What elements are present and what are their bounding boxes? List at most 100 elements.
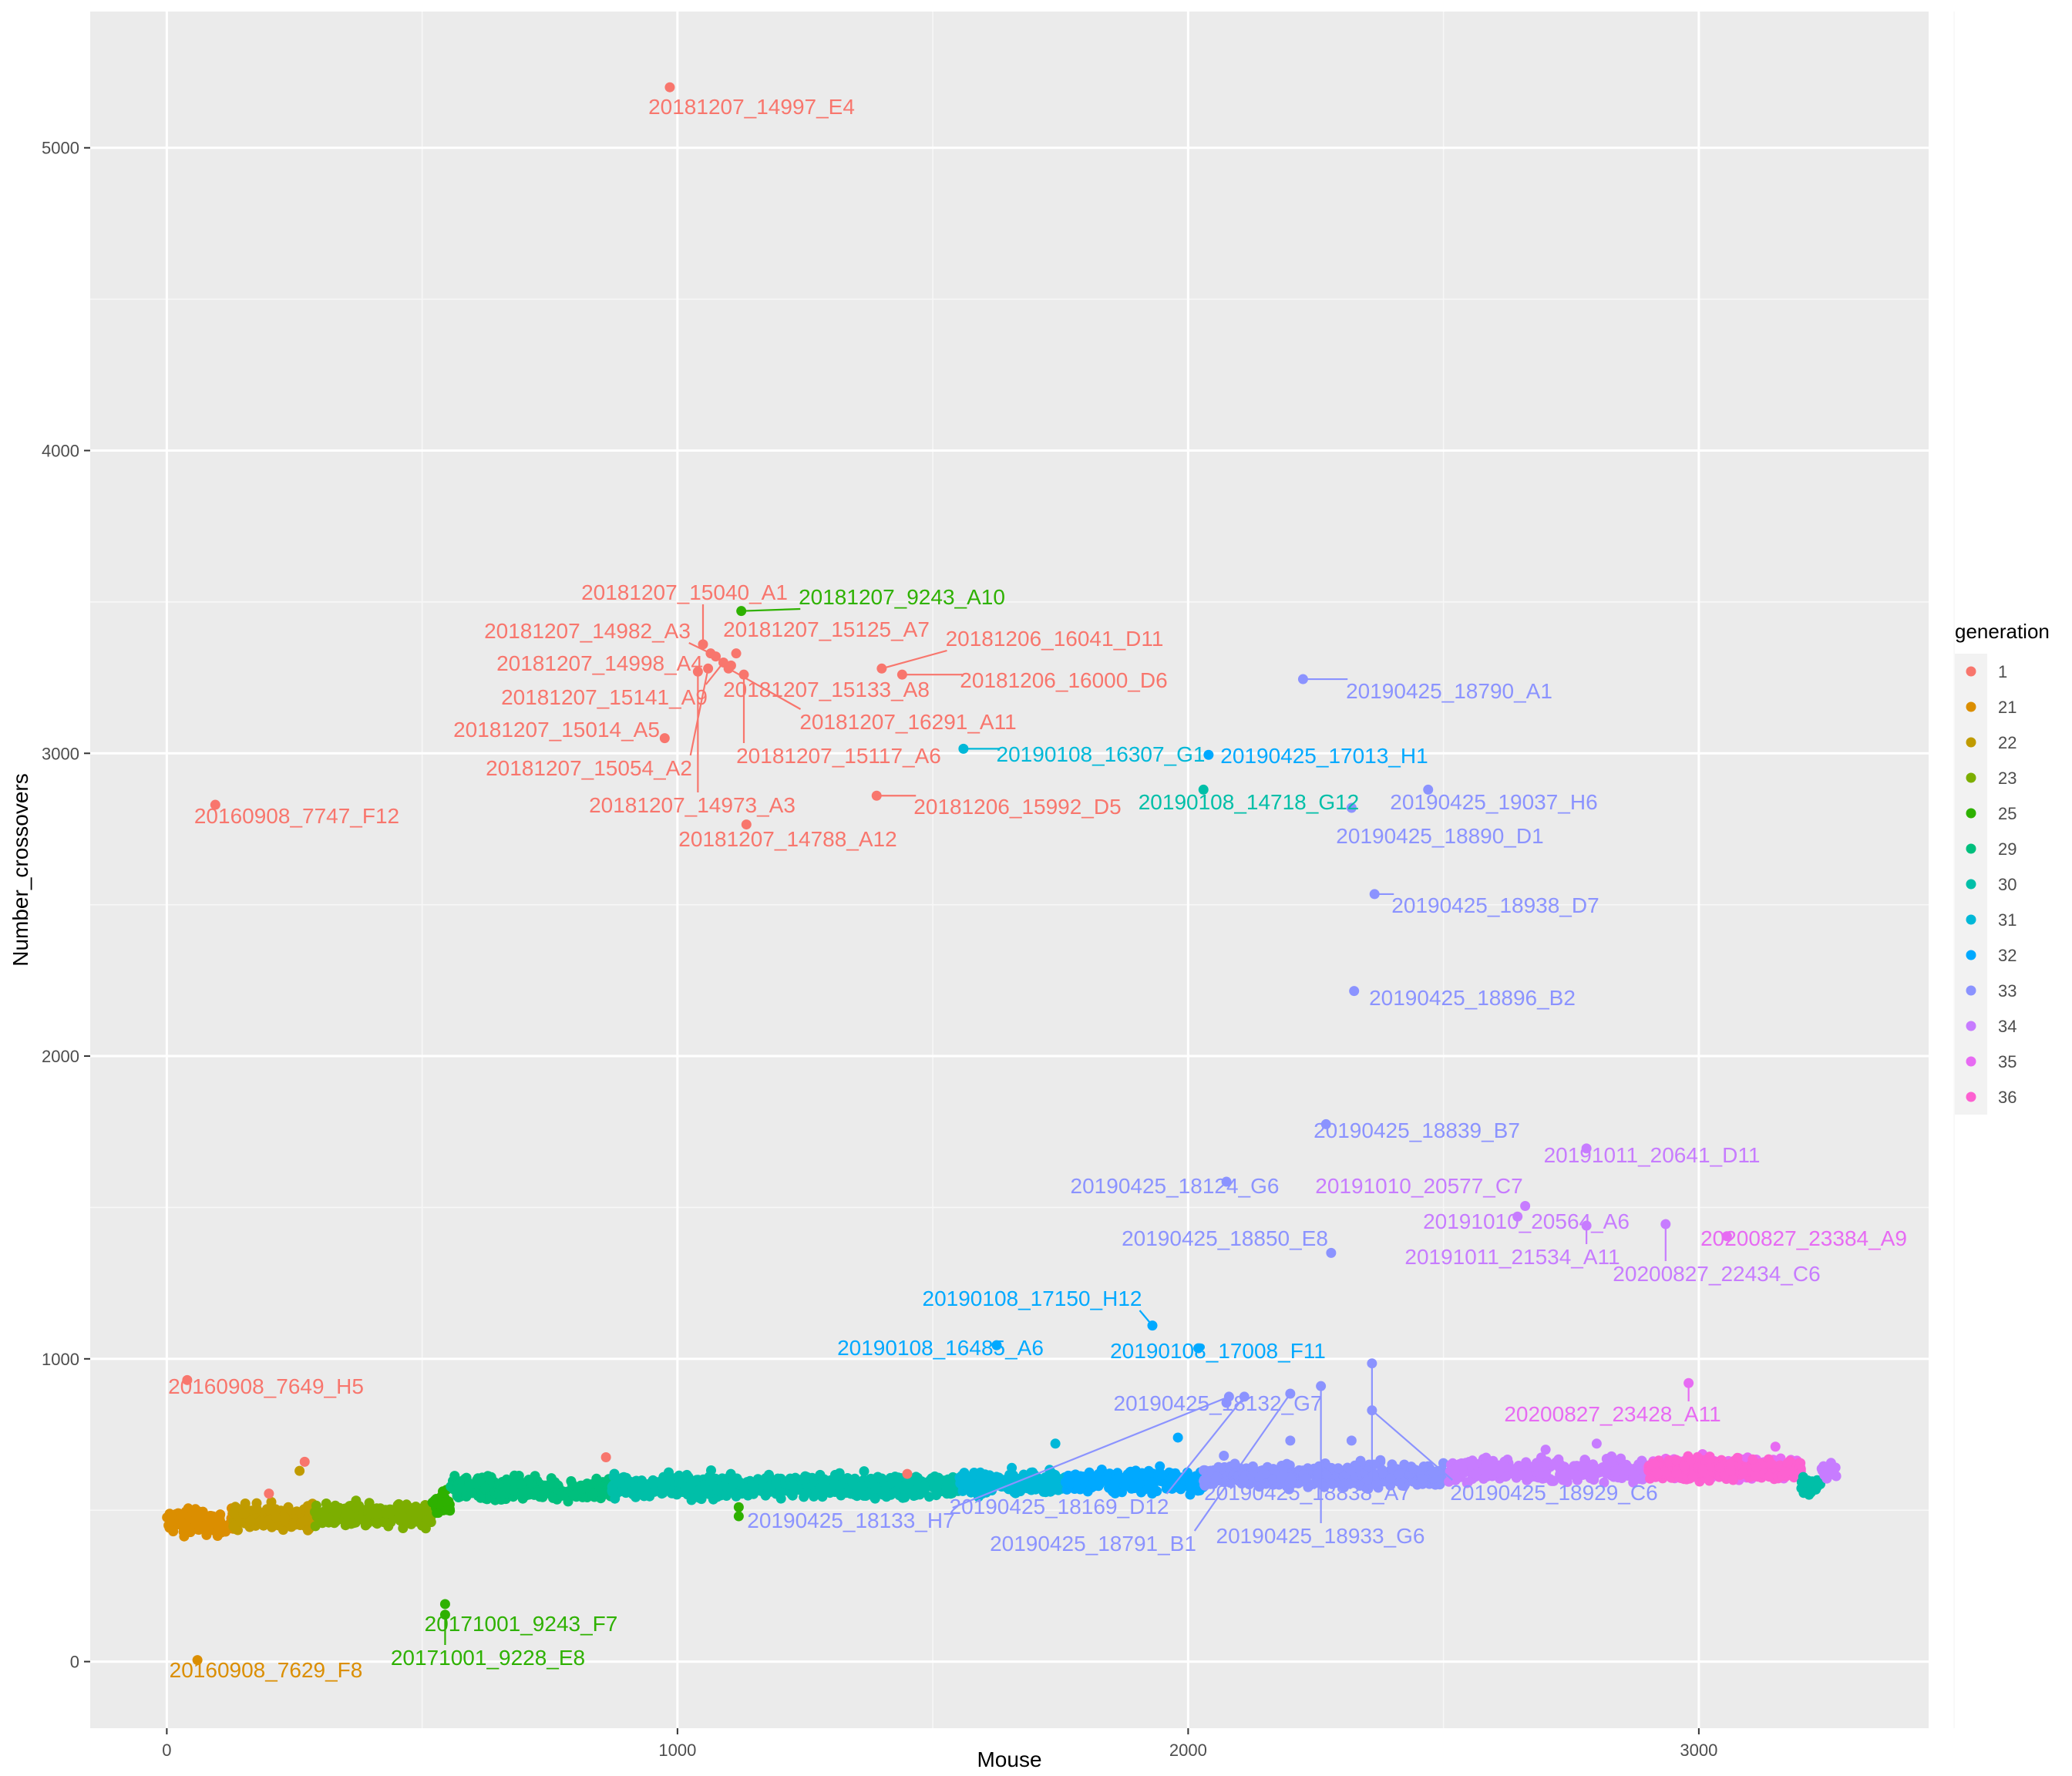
point-label: 20190425_18890_D1 — [1336, 824, 1543, 848]
band-point — [261, 1504, 272, 1515]
legend-label: 25 — [1998, 804, 2016, 823]
band-point — [398, 1523, 409, 1533]
band-point — [869, 1474, 880, 1485]
band-point — [1007, 1462, 1018, 1473]
legend-title: generation — [1955, 620, 2050, 643]
data-point — [733, 1502, 744, 1512]
band-point — [1371, 1478, 1382, 1489]
x-tick-label: 1000 — [658, 1741, 696, 1760]
y-tick-label: 5000 — [42, 139, 79, 158]
point-label: 20171001_9243_F7 — [425, 1612, 618, 1636]
band-point — [1645, 1473, 1656, 1484]
band-point — [1586, 1462, 1596, 1472]
band-gen-29 — [446, 1470, 616, 1507]
band-point — [177, 1518, 187, 1529]
band-point — [1157, 1469, 1168, 1480]
band-point — [1774, 1461, 1785, 1472]
band-point — [1128, 1468, 1138, 1478]
band-point — [1229, 1458, 1240, 1469]
point-label: 20190425_18896_B2 — [1369, 986, 1576, 1010]
band-point — [907, 1475, 918, 1486]
band-point — [1522, 1470, 1532, 1480]
legend-label: 1 — [1998, 662, 2007, 681]
data-point — [1591, 1438, 1602, 1449]
band-point — [1707, 1462, 1717, 1472]
band-point — [1075, 1484, 1085, 1495]
band-point — [706, 1465, 716, 1475]
band-point — [610, 1493, 621, 1504]
band-point — [229, 1520, 240, 1531]
band-point — [1521, 1457, 1532, 1468]
band-point — [1725, 1458, 1736, 1469]
band-point — [331, 1516, 341, 1527]
legend-label: 22 — [1998, 733, 2016, 752]
band-point — [279, 1512, 290, 1523]
band-point — [1725, 1466, 1736, 1476]
band-point — [1145, 1479, 1156, 1490]
band-point — [639, 1491, 650, 1502]
band-gen-33 — [1198, 1455, 1452, 1495]
band-point — [1660, 1466, 1670, 1477]
labeled-point — [711, 651, 722, 662]
legend-swatch — [1966, 914, 1976, 925]
band-point — [461, 1491, 472, 1502]
band-point — [1041, 1487, 1051, 1498]
band-point — [432, 1508, 442, 1519]
band-point — [1354, 1481, 1365, 1491]
legend-swatch — [1966, 1021, 1976, 1031]
band-point — [700, 1480, 710, 1491]
band-point — [1747, 1454, 1758, 1465]
band-gen-30 — [1796, 1472, 1825, 1500]
band-point — [1799, 1478, 1810, 1488]
band-point — [411, 1516, 422, 1527]
point-label: 20190425_18839_B7 — [1314, 1118, 1520, 1142]
band-point — [1190, 1474, 1201, 1485]
band-point — [257, 1516, 267, 1527]
point-label: 20160908_7747_F12 — [194, 804, 399, 828]
band-point — [1166, 1472, 1176, 1483]
band-point — [1750, 1471, 1761, 1482]
band-point — [1046, 1479, 1057, 1490]
band-point — [1679, 1462, 1690, 1472]
band-point — [516, 1479, 526, 1490]
band-point — [957, 1479, 968, 1490]
band-point — [1558, 1475, 1569, 1485]
point-label: 20190108_17150_H12 — [923, 1287, 1142, 1310]
band-point — [1704, 1475, 1714, 1486]
band-point — [1063, 1475, 1074, 1486]
leader-line — [1371, 1409, 1453, 1481]
band-point — [1663, 1455, 1674, 1465]
band-point — [508, 1485, 519, 1495]
band-point — [785, 1473, 796, 1484]
band-point — [819, 1483, 830, 1494]
point-label: 20181207_14788_A12 — [678, 827, 896, 851]
band-point — [355, 1514, 365, 1525]
band-point — [364, 1498, 375, 1509]
labeled-point — [1203, 749, 1214, 760]
point-label: 20190425_18929_C6 — [1450, 1481, 1657, 1505]
data-point — [1219, 1451, 1229, 1462]
band-point — [1201, 1474, 1212, 1485]
labeled-point — [991, 1340, 1002, 1350]
legend-label: 31 — [1998, 910, 2016, 930]
legend-swatch — [1966, 1092, 1976, 1102]
band-point — [1287, 1475, 1297, 1485]
band-point — [1327, 1478, 1337, 1489]
leader-line — [688, 642, 711, 654]
band-point — [1176, 1484, 1186, 1495]
band-point — [321, 1498, 331, 1509]
point-label: 20190108_14718_G12 — [1139, 790, 1360, 814]
band-point — [1109, 1478, 1120, 1488]
band-point — [965, 1472, 976, 1483]
band-point — [1385, 1473, 1396, 1484]
band-point — [799, 1475, 810, 1485]
data-point — [299, 1456, 310, 1467]
band-point — [1276, 1472, 1287, 1483]
leader-line — [1166, 1396, 1246, 1495]
point-label: 20181207_15133_A8 — [723, 678, 930, 701]
band-point — [664, 1467, 674, 1478]
band-point — [1087, 1478, 1097, 1489]
band-point — [568, 1490, 579, 1501]
band-point — [1377, 1465, 1388, 1475]
